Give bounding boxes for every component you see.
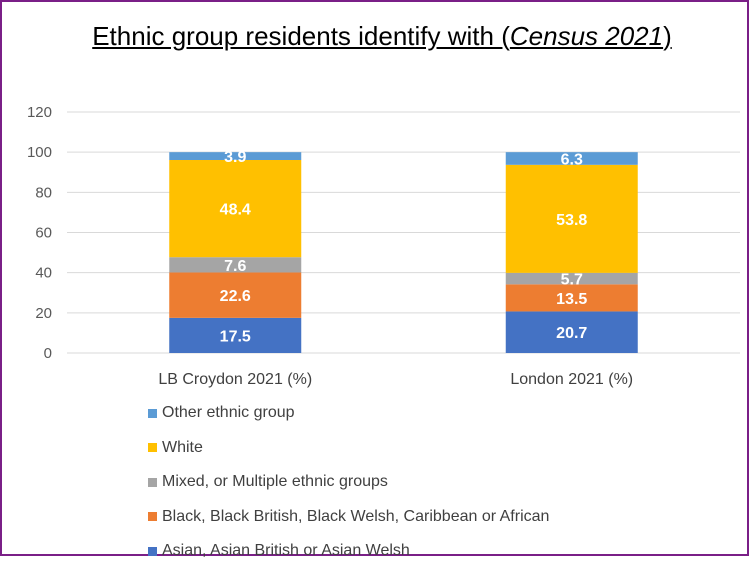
bar-segment: [169, 317, 302, 353]
legend-item: Other ethnic group: [148, 396, 549, 431]
chart-legend: Other ethnic group White Mixed, or Multipl…: [148, 396, 549, 569]
chart-plot: 0 20 40 60 80 100 120 17.5 22.6 7.6 48.4 3.9 LB Croy…: [27, 104, 740, 388]
legend-swatch: [148, 443, 157, 453]
y-tick-label: 120: [27, 104, 52, 121]
legend-swatch: [148, 477, 157, 487]
bar-segment: [505, 164, 638, 273]
chart-title-end: ): [663, 21, 672, 51]
data-label: 3.9: [224, 149, 246, 166]
legend-label: Other ethnic group: [162, 404, 295, 422]
legend-label: Asian, Asian British or Asian Welsh: [162, 542, 410, 560]
y-tick-label: 60: [35, 225, 52, 242]
bar-segment: [505, 272, 638, 285]
bar-segment: [505, 152, 638, 165]
legend-item: White: [148, 431, 549, 466]
bar-segment: [169, 272, 302, 318]
chart-title-italic: Census 2021: [509, 21, 664, 51]
data-label: 7.6: [224, 258, 246, 275]
y-tick-label: 20: [35, 305, 52, 322]
data-label: 6.3: [561, 151, 583, 168]
legend-swatch: [148, 408, 157, 418]
data-label: 5.7: [561, 272, 583, 289]
x-category-label: London 2021 (%): [510, 371, 633, 388]
legend-label: White: [162, 438, 203, 456]
legend-label: Black, Black British, Black Welsh, Carib…: [162, 507, 550, 525]
data-label: 17.5: [220, 328, 251, 345]
data-label: 13.5: [556, 291, 587, 308]
data-label: 53.8: [556, 212, 587, 229]
y-tick-label: 80: [35, 184, 52, 201]
legend-swatch: [148, 512, 157, 522]
data-label: 48.4: [220, 202, 251, 219]
chart-title: Ethnic group residents identify with (Ce…: [62, 20, 702, 52]
bar-segment: [505, 284, 638, 312]
data-label: 20.7: [556, 325, 587, 342]
y-tick-label: 0: [44, 345, 52, 362]
data-label: 22.6: [220, 288, 251, 305]
y-tick-label: 100: [27, 144, 52, 161]
bar-segment: [505, 311, 638, 353]
legend-item: Asian, Asian British or Asian Welsh: [148, 534, 549, 569]
bar-segment: [169, 257, 302, 273]
bar-segment: [169, 152, 302, 160]
x-category-label: LB Croydon 2021 (%): [158, 371, 312, 388]
legend-item: Mixed, or Multiple ethnic groups: [148, 465, 549, 500]
y-tick-label: 40: [35, 265, 52, 282]
legend-label: Mixed, or Multiple ethnic groups: [162, 473, 388, 491]
chart-title-main: Ethnic group residents identify with (: [92, 21, 510, 51]
legend-swatch: [148, 546, 157, 556]
bar-segment: [169, 159, 302, 258]
legend-item: Black, Black British, Black Welsh, Carib…: [148, 500, 549, 535]
